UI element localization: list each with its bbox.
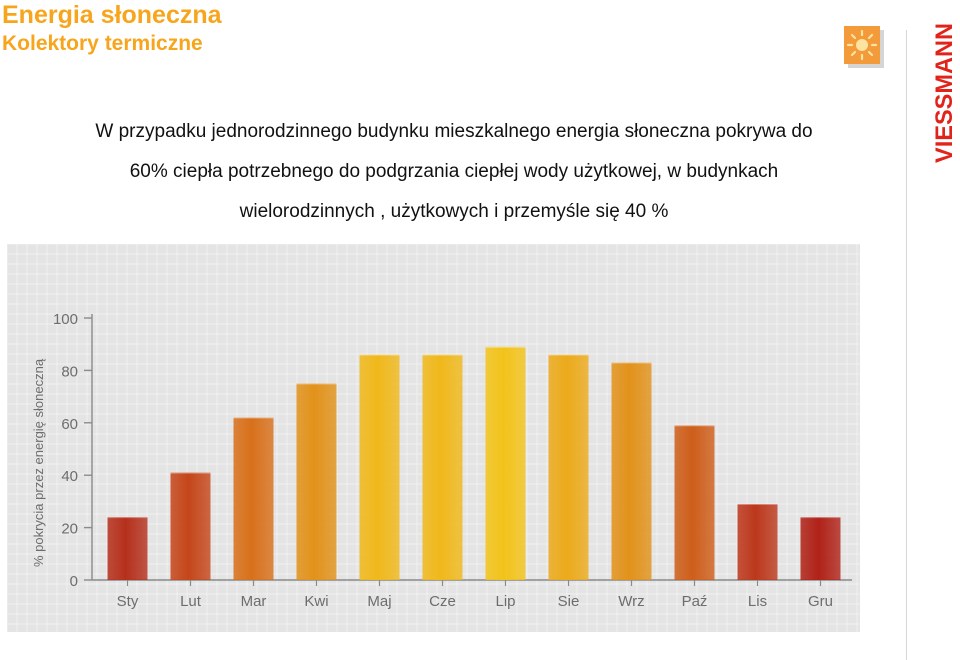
description-line-3: wielorodzinnych , użytkowych i przemyśle… <box>239 201 669 222</box>
bar <box>737 504 778 580</box>
bar-chart: 0 20 40 60 80 100 % pokrycia przez energię sło… <box>6 243 860 632</box>
y-tick-label: 40 <box>61 468 78 485</box>
x-tick-label: Paź <box>682 593 708 610</box>
x-tick-label: Gru <box>808 593 833 610</box>
y-axis-label: % pokrycia przez energię słoneczną <box>31 358 46 567</box>
bar <box>359 354 400 580</box>
x-tick-label: Sie <box>558 593 580 610</box>
x-tick-label: Maj <box>367 593 391 610</box>
x-tick-label: Lut <box>180 593 202 610</box>
x-tick-label: Wrz <box>618 593 644 610</box>
bar <box>485 346 526 580</box>
y-tick-label: 80 <box>61 363 78 380</box>
page-title: Energia słoneczna <box>2 1 222 29</box>
y-tick-label: 0 <box>70 573 78 590</box>
page-subtitle: Kolektory termiczne <box>2 32 203 55</box>
bar <box>800 517 841 580</box>
vertical-divider <box>906 30 907 660</box>
bar <box>296 383 337 580</box>
x-tick-label: Cze <box>429 593 456 610</box>
bar <box>233 417 274 580</box>
description-text: W przypadku jednorodzinnego budynku mies… <box>14 112 894 232</box>
bar <box>170 472 211 580</box>
bar <box>107 517 148 580</box>
description-line-1: W przypadku jednorodzinnego budynku mies… <box>95 121 813 142</box>
x-tick-label: Lis <box>748 593 767 610</box>
y-tick-label: 20 <box>61 521 78 538</box>
x-tick-label: Mar <box>241 593 267 610</box>
brand-logo: VIESSMANN <box>931 23 958 163</box>
bar <box>611 362 652 580</box>
y-tick-label: 100 <box>53 311 78 328</box>
x-tick-label: Lip <box>495 593 515 610</box>
bar <box>548 354 589 580</box>
x-tick-label: Sty <box>117 593 139 610</box>
x-tick-label: Kwi <box>304 593 328 610</box>
brand-logo-text: VIESSMANN <box>931 23 958 163</box>
bar <box>674 425 715 580</box>
y-tick-label: 60 <box>61 416 78 433</box>
sun-icon <box>844 26 884 68</box>
bar <box>422 354 463 580</box>
description-line-2: 60% ciepła potrzebnego do podgrzania cie… <box>129 161 779 182</box>
